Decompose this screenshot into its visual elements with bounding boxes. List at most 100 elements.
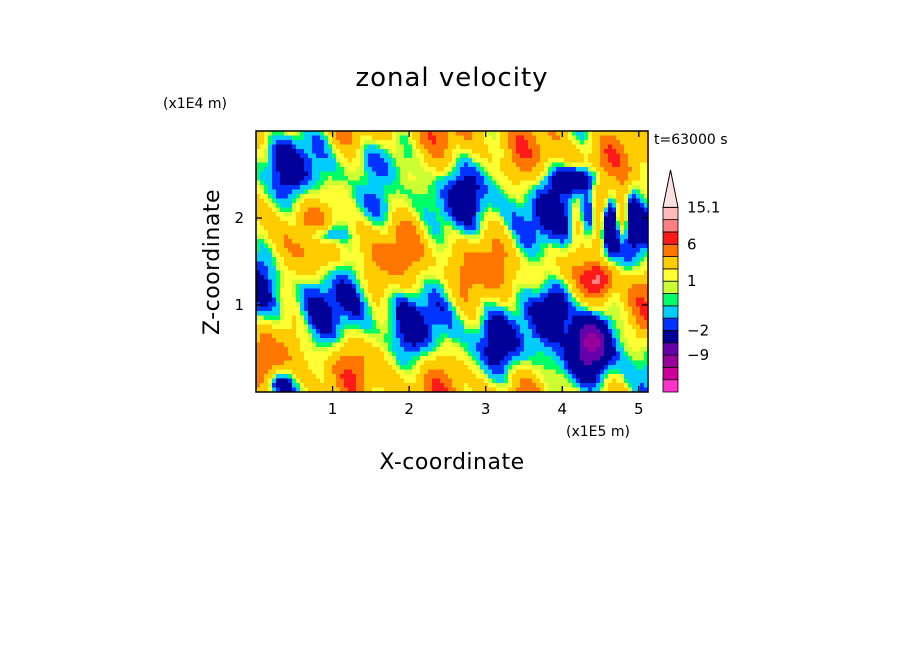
- heatmap-cell: [312, 347, 317, 353]
- heatmap-cell: [324, 216, 329, 222]
- heatmap-cell: [468, 185, 473, 191]
- heatmap-cell: [376, 153, 381, 159]
- heatmap-cell: [592, 167, 597, 173]
- heatmap-cell: [520, 320, 525, 326]
- heatmap-cell: [292, 239, 297, 245]
- heatmap-cell: [600, 320, 605, 326]
- heatmap-cell: [556, 243, 561, 249]
- heatmap-cell: [424, 180, 429, 186]
- heatmap-cell: [396, 320, 401, 326]
- heatmap-cell: [640, 297, 645, 303]
- heatmap-cell: [280, 171, 285, 177]
- heatmap-cell: [580, 333, 585, 339]
- heatmap-cell: [328, 270, 333, 276]
- heatmap-cell: [464, 333, 469, 339]
- heatmap-cell: [268, 333, 273, 339]
- heatmap-cell: [488, 288, 493, 294]
- heatmap-cell: [420, 288, 425, 294]
- heatmap-cell: [588, 261, 593, 267]
- heatmap-cell: [468, 198, 473, 204]
- heatmap-cell: [396, 144, 401, 150]
- heatmap-cell: [620, 167, 625, 173]
- heatmap-cell: [328, 203, 333, 209]
- heatmap-cell: [312, 333, 317, 339]
- heatmap-cell: [580, 266, 585, 272]
- heatmap-cell: [536, 203, 541, 209]
- heatmap-cell: [568, 225, 573, 231]
- heatmap-cell: [476, 342, 481, 348]
- heatmap-cell: [448, 144, 453, 150]
- heatmap-cell: [272, 239, 277, 245]
- heatmap-cell: [540, 338, 545, 344]
- heatmap-cell: [556, 311, 561, 317]
- heatmap-cell: [552, 279, 557, 285]
- heatmap-cell: [624, 315, 629, 321]
- heatmap-cell: [580, 270, 585, 276]
- heatmap-cell: [644, 234, 648, 240]
- heatmap-cell: [540, 266, 545, 272]
- heatmap-cell: [536, 171, 541, 177]
- heatmap-cell: [516, 234, 521, 240]
- heatmap-cell: [340, 257, 345, 263]
- heatmap-cell: [388, 194, 393, 200]
- heatmap-cell: [624, 324, 629, 330]
- heatmap-cell: [404, 189, 409, 195]
- heatmap-cell: [316, 284, 321, 290]
- heatmap-cell: [368, 140, 373, 146]
- heatmap-cell: [544, 320, 549, 326]
- heatmap-cell: [588, 230, 593, 236]
- heatmap-cell: [316, 176, 321, 182]
- heatmap-cell: [524, 198, 529, 204]
- heatmap-cell: [408, 194, 413, 200]
- heatmap-cell: [576, 261, 581, 267]
- heatmap-cell: [576, 356, 581, 362]
- heatmap-cell: [428, 189, 433, 195]
- heatmap-cell: [572, 252, 577, 258]
- heatmap-cell: [352, 347, 357, 353]
- heatmap-cell: [572, 239, 577, 245]
- heatmap-cell: [596, 225, 601, 231]
- heatmap-cell: [468, 248, 473, 254]
- heatmap-cell: [392, 306, 397, 312]
- heatmap-cell: [432, 158, 437, 164]
- heatmap-cell: [280, 302, 285, 308]
- heatmap-cell: [304, 216, 309, 222]
- heatmap-cell: [288, 302, 293, 308]
- heatmap-cell: [580, 162, 585, 168]
- heatmap-cell: [516, 275, 521, 281]
- heatmap-cell: [412, 167, 417, 173]
- heatmap-cell: [400, 149, 405, 155]
- heatmap-cell: [380, 302, 385, 308]
- heatmap-cell: [284, 266, 289, 272]
- heatmap-cell: [364, 216, 369, 222]
- heatmap-cell: [576, 131, 581, 137]
- heatmap-cell: [308, 288, 313, 294]
- heatmap-cell: [356, 347, 361, 353]
- heatmap-cell: [372, 288, 377, 294]
- heatmap-cell: [300, 234, 305, 240]
- heatmap-cell: [328, 347, 333, 353]
- heatmap-cell: [308, 189, 313, 195]
- heatmap-cell: [608, 203, 613, 209]
- heatmap-cell: [396, 297, 401, 303]
- heatmap-cell: [496, 243, 501, 249]
- heatmap-cell: [320, 221, 325, 227]
- heatmap-cell: [640, 207, 645, 213]
- heatmap-cell: [372, 144, 377, 150]
- heatmap-cell: [312, 185, 317, 191]
- heatmap-cell: [268, 194, 273, 200]
- heatmap-cell: [624, 338, 629, 344]
- heatmap-cell: [472, 279, 477, 285]
- heatmap-cell: [492, 288, 497, 294]
- heatmap-cell: [424, 162, 429, 168]
- heatmap-cell: [272, 329, 277, 335]
- heatmap-cell: [356, 284, 361, 290]
- heatmap-cell: [316, 225, 321, 231]
- heatmap-cell: [632, 234, 637, 240]
- heatmap-cell: [500, 288, 505, 294]
- heatmap-cell: [320, 279, 325, 285]
- heatmap-cell: [356, 288, 361, 294]
- heatmap-cell: [500, 239, 505, 245]
- heatmap-cell: [292, 234, 297, 240]
- heatmap-cell: [572, 311, 577, 317]
